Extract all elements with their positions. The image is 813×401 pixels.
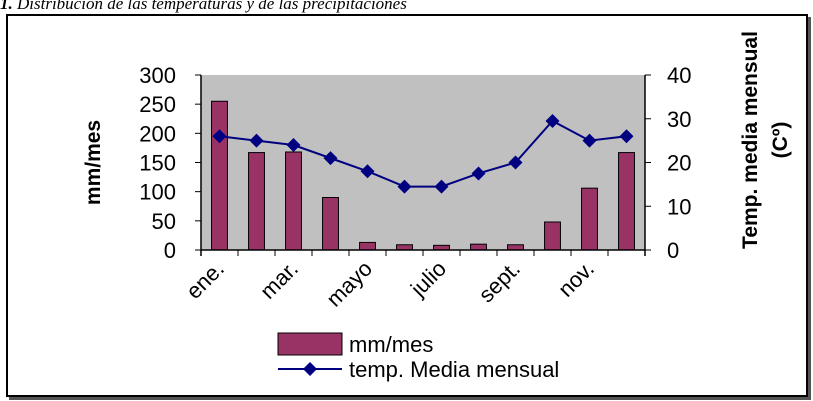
- y2-tick-label: 40: [667, 63, 691, 88]
- y-tick-label: 50: [152, 209, 176, 234]
- legend-line-marker: [303, 362, 317, 376]
- temperature-point-1: [249, 133, 264, 148]
- temperature-point-9: [545, 113, 560, 128]
- bar-1: [248, 152, 265, 251]
- y2-axis-title: Temp. media mensual (Cº): [739, 31, 792, 249]
- y2-tick-label: 10: [667, 194, 691, 219]
- plot-area: [201, 75, 645, 250]
- bar-9: [544, 221, 561, 251]
- y-tick-label: 0: [164, 238, 176, 263]
- legend-label-line: temp. Media mensual: [349, 357, 559, 382]
- temperature-point-10: [582, 133, 597, 148]
- y2-tick-label: 30: [667, 107, 691, 132]
- x-tick-label: mar.: [255, 256, 303, 304]
- temperature-point-4: [360, 164, 375, 179]
- x-tick-label: ene.: [181, 256, 229, 304]
- bar-7: [470, 243, 487, 251]
- temperature-point-3: [323, 151, 338, 166]
- bar-11: [618, 152, 635, 251]
- temperature-point-2: [286, 138, 301, 152]
- y-tick-label: 200: [139, 121, 176, 146]
- figure-caption: 1. Distribución de las temperaturas y de…: [0, 0, 813, 16]
- x-tick-label: mayo: [321, 256, 377, 312]
- bar-2: [285, 151, 302, 251]
- legend-label-bars: mm/mes: [349, 332, 433, 357]
- y-tick-label: 300: [139, 63, 176, 88]
- temperature-point-11: [619, 129, 634, 144]
- y2-axis-title-line1: Temp. media mensual: [739, 31, 762, 249]
- temperature-point-0: [212, 129, 227, 144]
- caption-text: Distribución de las temperaturas y de la…: [12, 0, 407, 13]
- bar-4: [359, 241, 376, 251]
- temperature-point-5: [397, 179, 412, 194]
- temperature-point-6: [434, 179, 449, 194]
- bar-8: [507, 244, 524, 251]
- y-tick-label: 150: [139, 151, 176, 176]
- legend-bar-swatch: [277, 332, 343, 356]
- bar-3: [322, 197, 339, 251]
- y-axis-title: mm/mes: [82, 120, 105, 205]
- x-tick-label: julio: [405, 256, 451, 302]
- bar-0: [211, 100, 228, 251]
- bar-10: [581, 187, 598, 251]
- x-tick-label: sept.: [474, 256, 525, 307]
- y2-axis-title-line2: (Cº): [769, 122, 792, 159]
- temperature-point-8: [508, 155, 523, 170]
- x-tick-label: nov.: [553, 256, 599, 302]
- y-tick-label: 250: [139, 92, 176, 117]
- caption-prefix: 1.: [0, 0, 13, 13]
- bar-5: [396, 244, 413, 251]
- y-tick-label: 100: [139, 180, 176, 205]
- temperature-point-7: [471, 166, 486, 181]
- y2-tick-label: 0: [667, 238, 679, 263]
- y2-tick-label: 20: [667, 151, 691, 176]
